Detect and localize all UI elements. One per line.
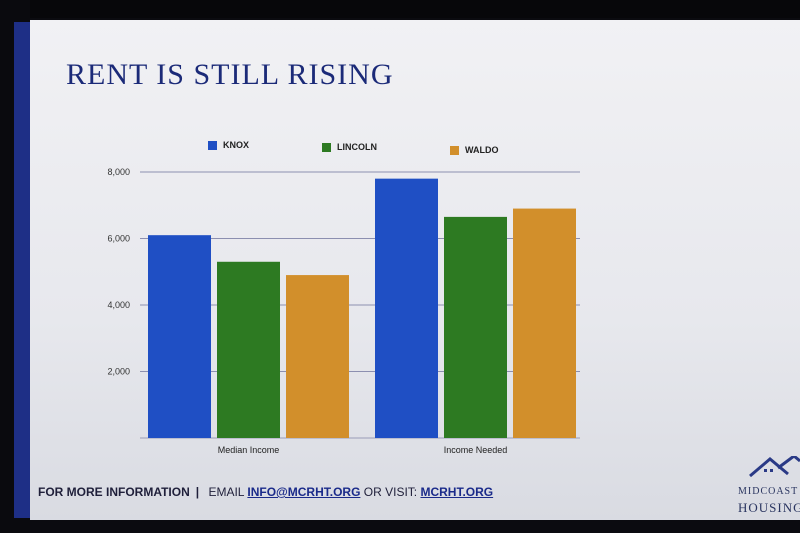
house-roofline-icon [749,456,800,478]
legend-label-knox: KNOX [223,140,250,150]
legend-item-waldo: WALDO [450,145,499,155]
bar [148,235,211,438]
bar [444,216,507,438]
legend-item-knox: KNOX [208,140,249,150]
footer-email-prefix: EMAIL [208,485,245,499]
logo-text-line1: MIDCOAST [738,486,799,497]
legend-swatch-knox [208,140,217,150]
footer-info: FOR MORE INFORMATION | EMAIL INFO@MCRHT.O… [38,485,493,499]
legend-label-lincoln: LINCOLN [337,142,377,152]
bar [286,275,349,438]
x-category-label: Income Needed [444,445,508,455]
footer-email-link[interactable]: INFO@MCRHT.ORG [247,485,361,499]
y-tick-label: 6,000 [107,234,130,244]
x-category-label: Median Income [218,445,280,455]
y-tick-label: 8,000 [107,167,130,177]
legend-label-waldo: WALDO [465,145,499,155]
bar [217,261,280,438]
legend-item-lincoln: LINCOLN [322,142,377,152]
slide-accent-strip [14,22,30,518]
bar [513,208,576,438]
slide-title: RENT IS STILL RISING [66,58,394,91]
footer-visit-prefix: OR VISIT: [363,485,418,499]
footer-lead: FOR MORE INFORMATION [38,485,190,499]
bar [375,178,438,438]
logo-text-line2: HOUSING [738,500,800,515]
legend-swatch-lincoln [322,142,331,152]
y-tick-label: 4,000 [107,300,130,310]
footer-separator: | [195,485,200,499]
y-tick-label: 2,000 [107,367,130,377]
presentation-slide: RENT IS STILL RISING KNOX LINCOLN WALDO … [30,20,800,520]
bar-chart: 8,000 6,000 4,000 2,000 Median Income Income … [107,167,580,455]
footer-url-link[interactable]: MCRHT.ORG [420,485,494,499]
logo: MIDCOAST HOUSING [734,456,800,516]
legend-swatch-waldo [450,145,459,155]
screen-bezel-top [0,0,800,18]
